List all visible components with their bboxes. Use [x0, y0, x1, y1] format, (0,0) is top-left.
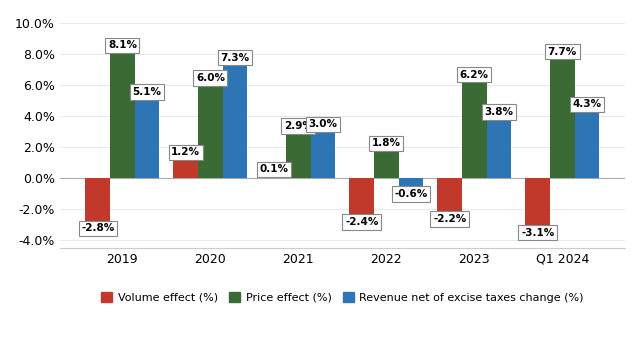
Bar: [462, 82, 486, 178]
Text: 3.0%: 3.0%: [308, 120, 337, 130]
Legend: Volume effect (%), Price effect (%), Revenue net of excise taxes change (%): Volume effect (%), Price effect (%), Rev…: [97, 288, 588, 307]
Bar: [575, 111, 599, 178]
Text: 7.7%: 7.7%: [548, 47, 577, 56]
Bar: [286, 133, 310, 178]
Bar: [374, 150, 399, 178]
Bar: [173, 159, 198, 178]
Text: 6.0%: 6.0%: [196, 73, 225, 83]
Bar: [134, 99, 159, 178]
Text: 4.3%: 4.3%: [572, 99, 602, 109]
Text: 5.1%: 5.1%: [132, 87, 161, 97]
Bar: [437, 178, 462, 212]
Text: -2.8%: -2.8%: [81, 223, 115, 233]
Bar: [349, 178, 374, 215]
Text: -0.6%: -0.6%: [394, 189, 428, 199]
Bar: [486, 119, 511, 178]
Bar: [85, 178, 110, 222]
Text: -2.2%: -2.2%: [433, 214, 467, 224]
Text: -2.4%: -2.4%: [345, 217, 378, 227]
Bar: [525, 178, 550, 226]
Text: 6.2%: 6.2%: [460, 70, 489, 80]
Text: 3.8%: 3.8%: [484, 107, 513, 117]
Text: 2.9%: 2.9%: [284, 121, 313, 131]
Text: 7.3%: 7.3%: [220, 53, 250, 63]
Bar: [223, 65, 247, 178]
Text: 1.8%: 1.8%: [372, 138, 401, 148]
Bar: [110, 52, 134, 178]
Text: 8.1%: 8.1%: [108, 40, 137, 50]
Bar: [550, 59, 575, 178]
Text: -3.1%: -3.1%: [521, 228, 554, 238]
Text: 0.1%: 0.1%: [259, 164, 288, 175]
Bar: [198, 85, 223, 178]
Bar: [399, 178, 423, 187]
Text: 1.2%: 1.2%: [172, 147, 200, 157]
Bar: [310, 131, 335, 178]
Bar: [261, 176, 286, 178]
